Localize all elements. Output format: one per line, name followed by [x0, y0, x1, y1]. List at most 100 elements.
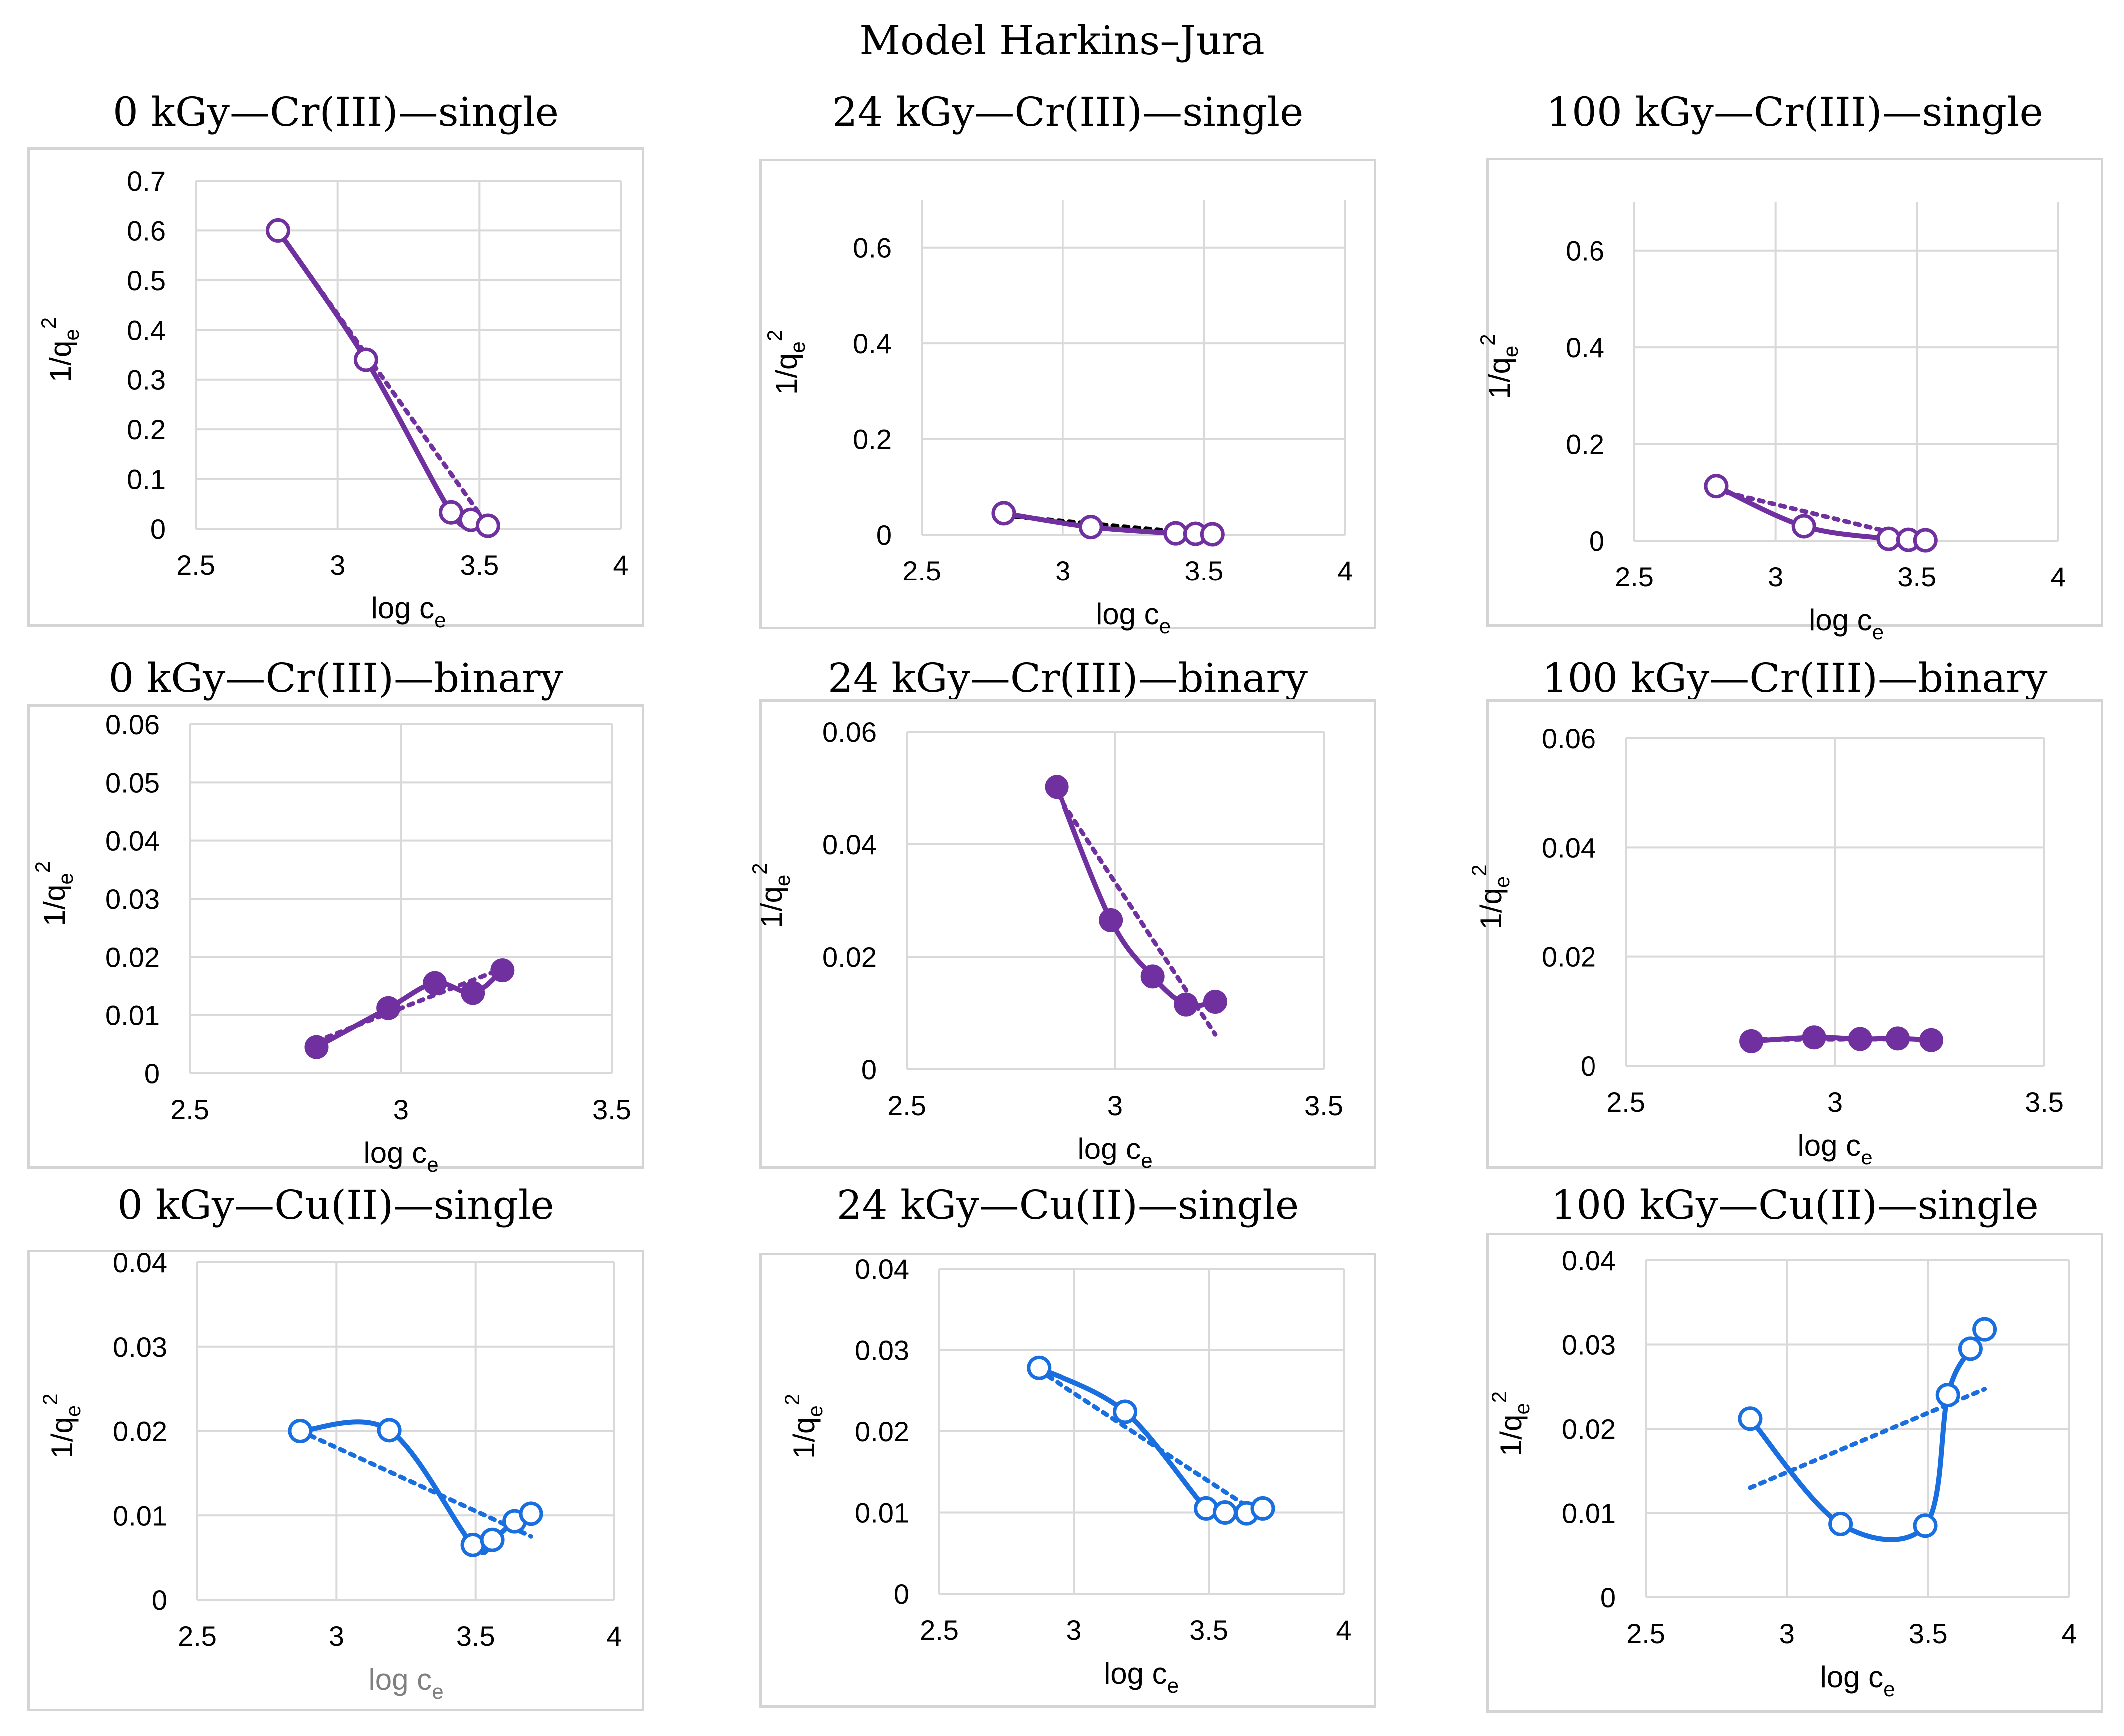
x-tick-label: 2.5	[1606, 1086, 1645, 1118]
x-tick-label: 2.5	[170, 1094, 209, 1125]
y-tick-label: 0	[144, 1058, 160, 1089]
y-tick-label: 0.04	[1542, 832, 1596, 863]
chart-title: 24 kGy—Cr(III)—single	[832, 89, 1304, 135]
y-tick-label: 0.04	[1562, 1245, 1616, 1276]
y-axis-label: 1/qe2	[1476, 334, 1522, 399]
chart-plot: 2.5 3 3.5 0 0.02 0.04 0.06 log ce 1/qe2	[748, 716, 1343, 1172]
y-axis-label: 1/qe2	[748, 863, 794, 928]
y-tick-label: 0.03	[855, 1335, 909, 1366]
x-axis-label: log ce	[368, 1663, 443, 1703]
data-point	[1886, 1026, 1910, 1051]
data-point	[480, 1527, 505, 1552]
data-point	[1876, 526, 1901, 551]
data-point	[1828, 1511, 1853, 1536]
chart-panel	[1486, 699, 2103, 1169]
y-tick-label: 0.6	[127, 215, 166, 246]
data-point	[1045, 775, 1069, 799]
data-point	[1791, 514, 1816, 539]
y-tick-label: 0.7	[127, 165, 166, 197]
data-point	[1078, 515, 1103, 540]
data-point	[1919, 1028, 1944, 1052]
data-point	[460, 1532, 485, 1557]
chart-plot: 2.5 3 3.5 0 0.02 0.04 0.06 log ce 1/qe2	[1467, 723, 2064, 1169]
chart-plot: 2.5 3 3.5 4 0 0.2 0.4 0.6 log ce 1/qe2	[1476, 202, 2066, 644]
y-tick-label: 0.01	[105, 1000, 160, 1031]
y-tick-label: 0.06	[105, 709, 160, 740]
data-point	[377, 1418, 402, 1443]
y-tick-label: 0	[894, 1578, 909, 1610]
chart-title: 0 kGy—Cr(III)—single	[113, 89, 559, 135]
y-tick-label: 0.02	[1542, 941, 1596, 973]
x-tick-label: 3.5	[2025, 1086, 2064, 1118]
chart-plot: 2.5 3 3.5 4 0 0.1 0.2 0.3 0.4 0.5 0.6 0.7 log ce 1/qe…	[37, 165, 629, 632]
x-tick-label: 2.5	[176, 549, 215, 580]
y-tick-label: 0.03	[1562, 1329, 1616, 1361]
x-tick-label: 3.5	[1909, 1618, 1948, 1649]
y-tick-label: 0.04	[822, 829, 877, 860]
y-axis-label: 1/qe2	[1487, 1391, 1534, 1456]
y-tick-label: 0	[861, 1054, 877, 1085]
chart-panel	[759, 1253, 1376, 1708]
data-point	[1848, 1027, 1872, 1051]
chart-plot: 2.5 3 3.5 0 0.01 0.02 0.03 0.04 0.05 0.06 log ce 1/…	[31, 709, 631, 1176]
y-tick-label: 0	[1600, 1582, 1616, 1613]
x-tick-label: 4	[613, 549, 628, 580]
y-tick-label: 0	[1589, 525, 1604, 557]
data-point	[1913, 1513, 1938, 1538]
chart-title: 24 kGy—Cu(II)—single	[836, 1182, 1299, 1228]
y-tick-label: 0.03	[113, 1331, 167, 1363]
x-axis-label: log ce	[371, 591, 446, 632]
x-tick-label: 2.5	[1626, 1618, 1665, 1649]
trendline	[1037, 1368, 1265, 1519]
data-point	[1802, 1025, 1826, 1050]
y-tick-label: 0.04	[113, 1247, 167, 1278]
trendline	[298, 1429, 533, 1539]
y-tick-label: 0.4	[127, 314, 166, 346]
chart-title: 0 kGy—Cu(II)—single	[117, 1182, 554, 1228]
data-point	[1913, 528, 1938, 553]
data-point	[1163, 521, 1188, 546]
y-tick-label: 0.01	[113, 1500, 167, 1531]
chart-panel	[759, 699, 1376, 1169]
x-tick-label: 3	[329, 1620, 344, 1652]
data-point	[1200, 522, 1225, 547]
x-tick-label: 3	[1768, 561, 1783, 592]
x-tick-label: 4	[2061, 1618, 2077, 1649]
y-tick-label: 0.02	[855, 1416, 909, 1447]
chart-title: 100 kGy—Cr(III)—binary	[1542, 655, 2048, 701]
x-axis-label: log ce	[1820, 1660, 1895, 1701]
chart-title: 24 kGy—Cr(III)—binary	[828, 655, 1308, 701]
x-tick-label: 3.5	[592, 1094, 631, 1125]
y-tick-label: 0.2	[1566, 429, 1604, 460]
series-line	[1036, 1365, 1265, 1520]
x-tick-label: 3	[1779, 1618, 1795, 1649]
y-tick-label: 0.03	[105, 883, 160, 915]
y-axis-label: 1/qe2	[763, 330, 809, 395]
y-tick-label: 0.6	[1566, 235, 1604, 267]
data-point	[1174, 992, 1198, 1017]
y-tick-label: 0.02	[1562, 1413, 1616, 1445]
x-tick-label: 2.5	[178, 1620, 217, 1652]
y-tick-label: 0	[876, 519, 892, 551]
chart-plot: 2.5 3 3.5 4 0 0.2 0.4 0.6 log ce 1/qe2	[763, 200, 1353, 638]
y-tick-label: 0.02	[113, 1416, 167, 1447]
data-point	[288, 1419, 313, 1443]
data-point	[991, 501, 1016, 526]
y-tick-label: 0.3	[127, 364, 166, 396]
y-tick-label: 0	[1581, 1050, 1596, 1082]
x-axis-label: log ce	[1096, 597, 1171, 638]
chart-plot: 2.5 3 3.5 4 0 0.01 0.02 0.03 0.04 log ce 1/qe2	[1487, 1245, 2077, 1701]
y-tick-label: 0.05	[105, 767, 160, 798]
y-axis-label: 1/qe2	[37, 317, 83, 382]
x-tick-label: 3.5	[1304, 1090, 1343, 1121]
data-point	[1935, 1383, 1960, 1408]
y-axis-label: 1/qe2	[1467, 864, 1514, 929]
x-axis-label: log ce	[363, 1136, 438, 1176]
data-point	[1212, 1500, 1237, 1525]
data-point	[1958, 1336, 1983, 1361]
y-tick-label: 0.01	[1562, 1498, 1616, 1529]
data-point	[1099, 908, 1123, 932]
x-tick-label: 3.5	[460, 549, 499, 580]
x-tick-label: 2.5	[887, 1090, 926, 1121]
y-tick-label: 0.5	[127, 265, 166, 296]
